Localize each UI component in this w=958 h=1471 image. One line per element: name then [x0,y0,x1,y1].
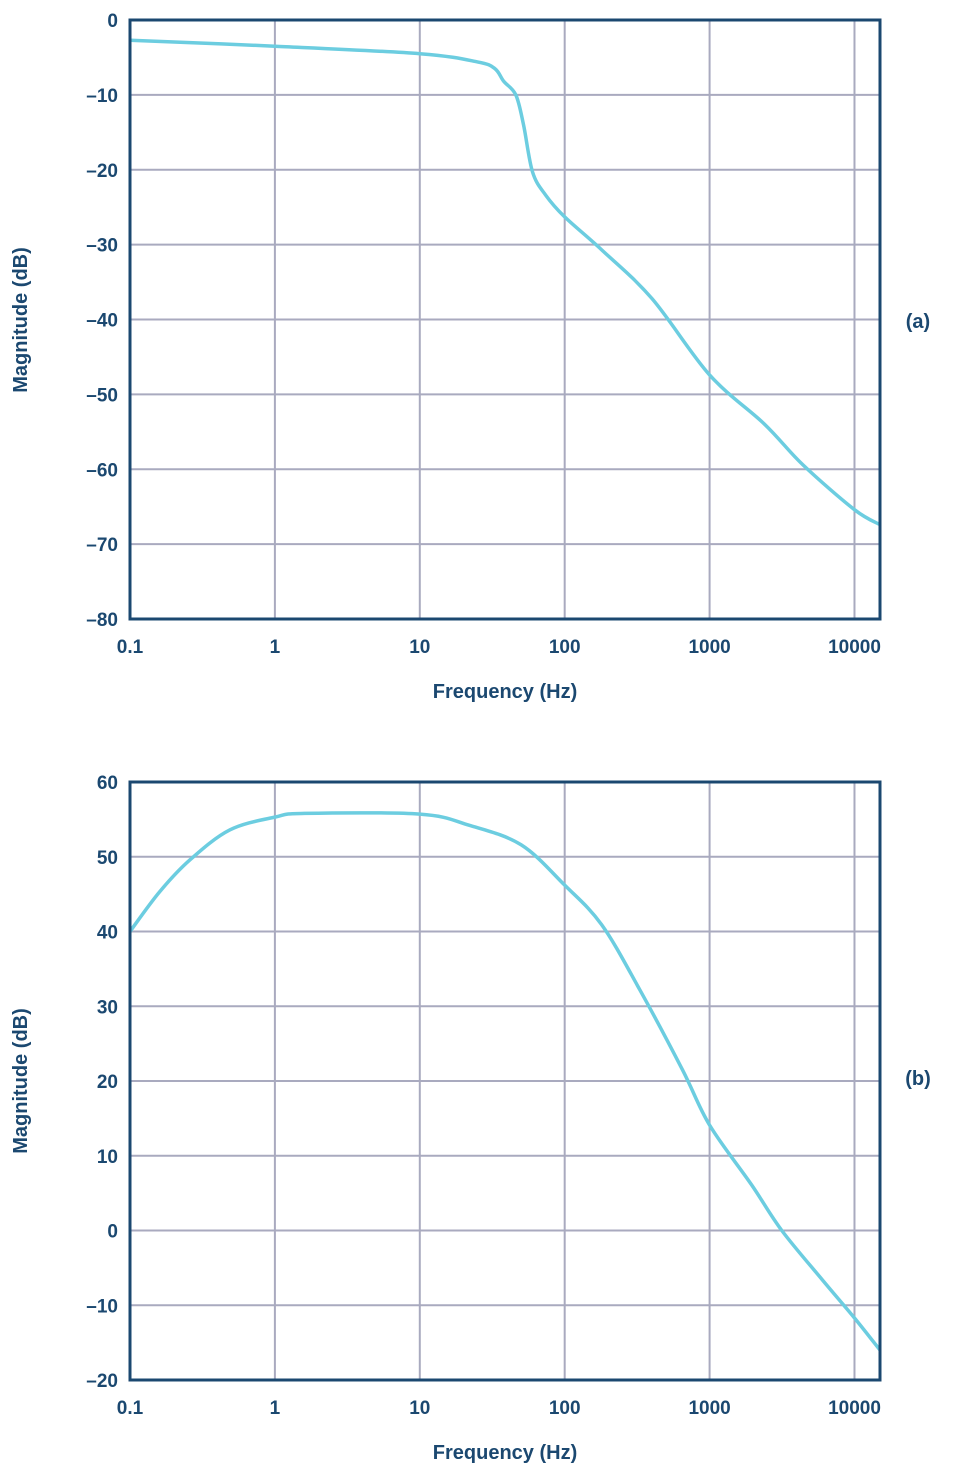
chart-panel-b: Frequency (Hz) Magnitude (dB) (b) 0.1 1 10… [10,773,931,1464]
y-tick-label: 10 [97,1147,118,1168]
y-tick-label: 20 [97,1072,118,1093]
y-axis-title: Magnitude (dB) [10,1008,32,1154]
plot-frame [128,18,882,621]
x-tick-label: 10000 [828,1398,881,1419]
x-tick-label: 1000 [688,637,730,658]
y-tick-label: –10 [86,86,118,107]
x-tick-label: 0.1 [117,637,144,658]
y-tick-label: –10 [86,1296,118,1317]
x-tick-label: 1 [270,637,281,658]
plot-frame [128,780,882,1382]
y-tick-label: 60 [97,773,118,794]
y-tick-label: 0 [107,11,118,32]
y-tick-label: –50 [86,385,118,406]
magnitude-series-line [128,811,882,1352]
y-axis-title: Magnitude (dB) [10,247,32,393]
y-tick-label: –20 [86,161,118,182]
chart-panel-a: Frequency (Hz) Magnitude (dB) (a) 0.1 1 10… [10,11,930,703]
x-tick-label: 10 [409,637,430,658]
x-tick-label: 1 [270,1398,281,1419]
x-tick-label: 10 [409,1398,430,1419]
y-tick-label: 40 [97,923,118,944]
panel-label: (a) [906,311,930,333]
x-tick-label: 10000 [828,637,881,658]
y-tick-label: 50 [97,848,118,869]
x-tick-label: 1000 [688,1398,730,1419]
y-tick-label: –40 [86,311,118,332]
x-tick-label: 100 [549,1398,581,1419]
x-tick-label: 100 [549,637,581,658]
magnitude-series-line [129,38,881,527]
y-tick-label: –20 [86,1371,118,1392]
x-tick-label: 0.1 [117,1398,144,1419]
panel-label: (b) [905,1068,931,1090]
x-axis-title: Frequency (Hz) [433,1442,577,1464]
y-tick-label: –80 [86,610,118,631]
y-tick-label: –30 [86,236,118,257]
y-tick-label: –60 [86,460,118,481]
y-tick-label: 30 [97,997,118,1018]
y-tick-label: –70 [86,535,118,556]
y-tick-label: 0 [107,1222,118,1243]
x-axis-title: Frequency (Hz) [433,681,577,703]
